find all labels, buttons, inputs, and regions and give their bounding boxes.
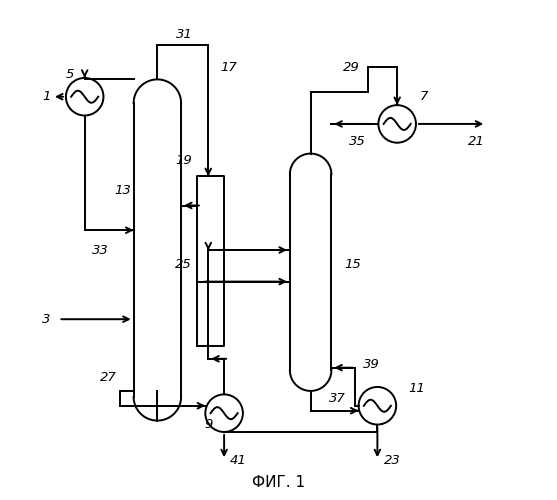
Text: 33: 33 [92, 244, 109, 256]
Text: 3: 3 [42, 312, 50, 326]
Text: 15: 15 [344, 258, 361, 272]
Text: 41: 41 [229, 454, 246, 466]
Text: 37: 37 [329, 392, 345, 405]
Text: 13: 13 [114, 184, 131, 197]
Text: 29: 29 [343, 60, 360, 74]
Text: 27: 27 [100, 371, 116, 384]
Text: 5: 5 [66, 68, 74, 81]
Text: 11: 11 [409, 382, 426, 395]
Text: 39: 39 [363, 358, 380, 371]
Text: ФИГ. 1: ФИГ. 1 [252, 475, 305, 490]
Text: 21: 21 [468, 134, 485, 147]
Text: 1: 1 [42, 90, 50, 103]
Text: 23: 23 [384, 454, 400, 466]
Text: 25: 25 [175, 258, 192, 272]
Text: 35: 35 [349, 134, 366, 147]
Text: 19: 19 [175, 154, 192, 168]
Text: 17: 17 [221, 60, 237, 74]
Text: 9: 9 [204, 418, 212, 431]
Text: 7: 7 [420, 90, 428, 103]
Text: 31: 31 [176, 28, 193, 42]
